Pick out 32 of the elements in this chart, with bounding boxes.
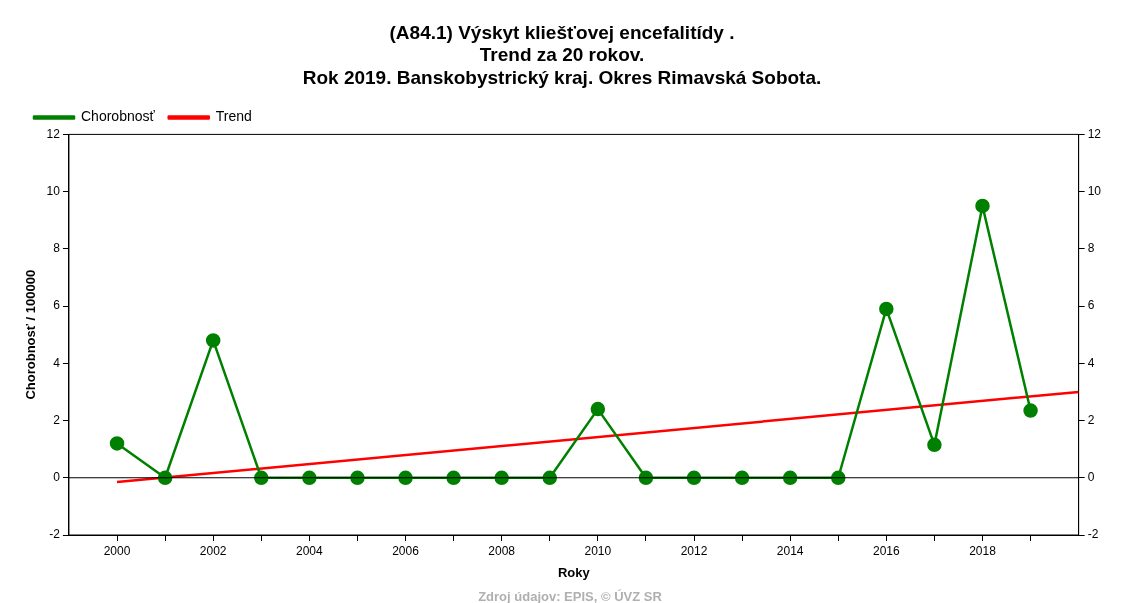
x-tick-label: 2002 bbox=[199, 543, 227, 558]
text: Zdroj údajov: EPIS, © ÚVZ SR bbox=[478, 588, 663, 603]
y2-tick-label: 8 bbox=[1087, 241, 1095, 256]
x-axis-title: Roky bbox=[557, 564, 591, 580]
legend-label: Trend bbox=[215, 108, 252, 125]
legend-label: Chorobnosť bbox=[81, 108, 156, 125]
y-tick-label: -2 bbox=[49, 527, 61, 542]
x-tick-label: 2018 bbox=[969, 543, 997, 558]
y2-tick-label: 0 bbox=[1087, 470, 1095, 485]
x-tick-label: 2006 bbox=[392, 543, 420, 558]
y2-tick-label: 6 bbox=[1087, 298, 1095, 313]
y-tick-label: 0 bbox=[53, 470, 61, 485]
y-tick-label: 6 bbox=[53, 298, 61, 313]
y-tick-label: 4 bbox=[53, 355, 61, 370]
y-tick-label: 2 bbox=[53, 412, 61, 427]
y-tick-label: 10 bbox=[46, 183, 61, 198]
y2-tick-label: 12 bbox=[1087, 126, 1102, 141]
y-tick-label: 12 bbox=[46, 126, 61, 141]
x-tick-label: 2010 bbox=[584, 543, 612, 558]
y-axis-title: Chorobnosť / 100000 bbox=[23, 269, 39, 400]
y2-tick-label: 2 bbox=[1087, 412, 1095, 427]
x-tick-label: 2016 bbox=[872, 543, 900, 558]
y2-tick-label: 10 bbox=[1087, 183, 1102, 198]
x-tick-label: 2014 bbox=[776, 543, 804, 558]
chart-title: (A84.1) Výskyt kliešťovej encefalitídy . Trend za 20 rokov. Rok 2019. Banskobystrický kraj. Okres Rimavská Sobota. bbox=[302, 21, 822, 89]
x-tick-label: 2008 bbox=[488, 543, 516, 558]
x-tick-label: 2012 bbox=[680, 543, 708, 558]
y-tick-label: 8 bbox=[53, 241, 61, 256]
y2-tick-label: -2 bbox=[1087, 527, 1099, 542]
y2-tick-label: 4 bbox=[1087, 355, 1095, 370]
x-tick-label: 2000 bbox=[103, 543, 131, 558]
x-tick-label: 2004 bbox=[296, 543, 324, 558]
